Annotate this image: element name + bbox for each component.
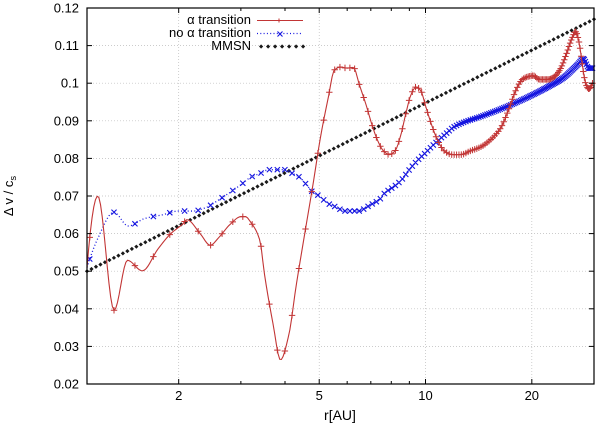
svg-text:0.03: 0.03 bbox=[54, 339, 79, 354]
svg-text:10: 10 bbox=[418, 388, 432, 403]
svg-text:0.02: 0.02 bbox=[54, 377, 79, 392]
svg-text:0.05: 0.05 bbox=[54, 264, 79, 279]
svg-text:0.12: 0.12 bbox=[54, 1, 79, 16]
svg-text:0.1: 0.1 bbox=[61, 76, 79, 91]
svg-text:20: 20 bbox=[525, 388, 539, 403]
svg-text:0.07: 0.07 bbox=[54, 189, 79, 204]
svg-text:r[AU]: r[AU] bbox=[324, 407, 356, 423]
svg-text:2: 2 bbox=[175, 388, 182, 403]
svg-text:MMSN: MMSN bbox=[211, 38, 251, 53]
svg-text:0.08: 0.08 bbox=[54, 151, 79, 166]
svg-text:0.11: 0.11 bbox=[55, 38, 79, 53]
svg-text:0.04: 0.04 bbox=[54, 301, 79, 316]
svg-text:5: 5 bbox=[316, 388, 323, 403]
svg-text:0.09: 0.09 bbox=[54, 113, 79, 128]
svg-text:0.06: 0.06 bbox=[54, 226, 79, 241]
